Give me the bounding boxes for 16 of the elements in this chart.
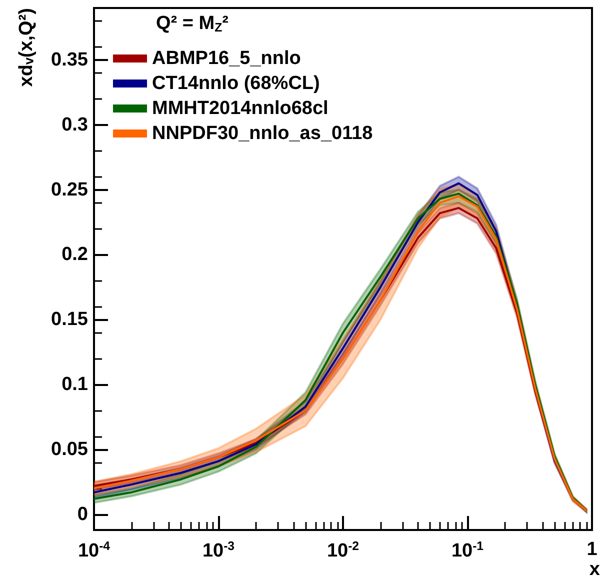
legend-label: NNPDF30_nnlo_as_0118 <box>152 123 373 144</box>
y-tick-label: 0.3 <box>62 114 88 136</box>
x-axis-title: x <box>589 559 600 580</box>
y-tick-label: 0.1 <box>62 374 88 396</box>
y-tick-label: 0.35 <box>51 49 88 70</box>
y-tick-label: 0.2 <box>62 244 88 266</box>
legend-title: Q² = MZ² <box>156 13 228 34</box>
legend-label: CT14nnlo (68%CL) <box>152 73 320 94</box>
y-tick-label: 0.15 <box>51 309 88 330</box>
legend-label: ABMP16_5_nnlo <box>152 48 301 69</box>
y-tick-label: 0.25 <box>51 179 88 200</box>
y-tick-label: 0 <box>77 504 88 525</box>
x-tick-label: 1 <box>586 539 598 560</box>
y-tick-label: 0.05 <box>51 438 88 460</box>
y-axis-title: xdᵥ(x,Q²) <box>16 8 37 87</box>
legend-label: MMHT2014nnlo68cl <box>152 98 328 119</box>
